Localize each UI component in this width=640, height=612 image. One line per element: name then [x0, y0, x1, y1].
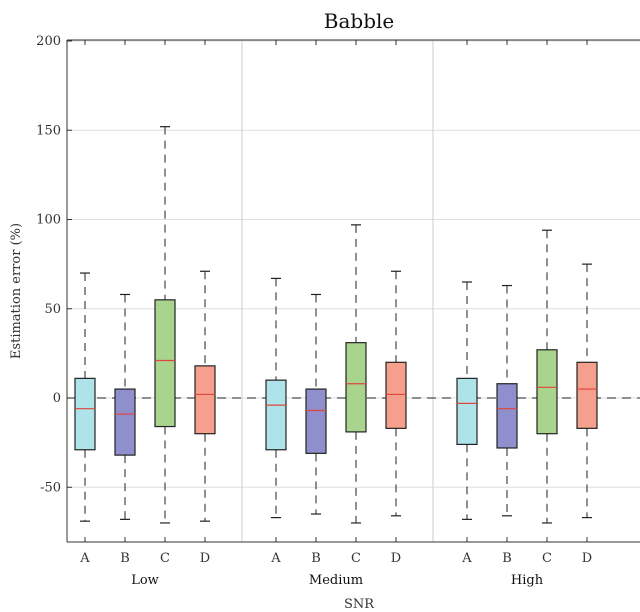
box-high-a: [456, 377, 478, 446]
box-low-d: [194, 365, 216, 435]
y-tick-label: 0: [53, 391, 61, 406]
box-medium-a: [265, 379, 287, 451]
x-tick-label: C: [351, 551, 361, 566]
group-label-medium: Medium: [309, 573, 363, 588]
y-tick-label: 100: [36, 213, 61, 228]
box-high-b: [496, 383, 518, 449]
x-tick-label: D: [391, 551, 401, 566]
x-tick-label: B: [120, 551, 130, 566]
y-tick-label: 200: [36, 34, 61, 49]
x-tick-label: A: [79, 551, 90, 566]
x-tick-label: C: [542, 551, 552, 566]
group-label-high: High: [511, 573, 544, 588]
x-tick-label: D: [200, 551, 210, 566]
x-tick-label: A: [461, 551, 472, 566]
box-low-b: [114, 388, 136, 456]
y-tick-label: 50: [44, 302, 61, 317]
y-tick-label: 150: [36, 123, 61, 138]
box-high-d: [576, 361, 598, 429]
y-axis-label: Estimation error (%): [9, 223, 24, 359]
box-medium-b: [305, 388, 327, 454]
plot-area: 200 150 100 50 0 -50 A B C D Low A B C D Medium A B C D High: [36, 34, 640, 588]
box-low-c: [154, 299, 176, 428]
box-medium-d: [385, 361, 407, 429]
x-axis-label: SNR: [344, 597, 375, 612]
x-tick-label: D: [582, 551, 592, 566]
box-high-c: [536, 349, 558, 435]
x-tick-label: C: [160, 551, 170, 566]
box-medium-c: [345, 342, 367, 433]
x-tick-label: B: [502, 551, 512, 566]
box-low-a: [74, 377, 96, 451]
y-tick-label: -50: [40, 480, 61, 495]
group-label-low: Low: [131, 573, 159, 588]
x-tick-label: B: [311, 551, 321, 566]
chart-title: Babble: [324, 9, 394, 33]
x-tick-label: A: [270, 551, 281, 566]
